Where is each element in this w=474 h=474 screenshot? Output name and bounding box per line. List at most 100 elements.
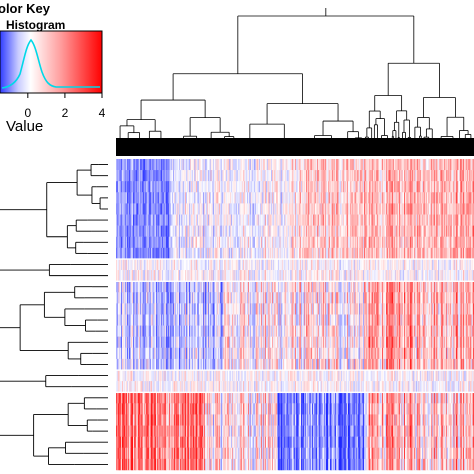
heatmap-cell [146,203,149,215]
heatmap-cell [145,192,148,204]
heatmap-cell [444,192,446,204]
heatmap-cell [273,192,276,204]
heatmap-cell [468,170,470,182]
heatmap-cell [202,181,205,193]
heatmap-cell [160,203,162,215]
heatmap-cell [306,214,309,226]
heatmap-cell [435,214,438,226]
heatmap-cell [283,181,285,193]
heatmap-cell [418,159,421,171]
heatmap-cell [244,225,247,237]
heatmap-cell [470,159,473,171]
heatmap-cell [268,214,271,226]
heatmap-cell [323,203,326,215]
heatmap-cell [461,192,463,204]
heatmap-cell [420,159,422,171]
heatmap-cell [408,170,410,182]
heatmap-cell [127,203,130,215]
heatmap-cell [460,214,462,226]
heatmap-cell [448,170,450,182]
heatmap-cell [291,181,294,193]
heatmap-cell [433,170,436,182]
heatmap-cell [278,214,281,226]
heatmap-cell [407,170,409,182]
heatmap-cell [402,214,404,226]
heatmap-cell [432,192,434,204]
heatmap-cell [315,181,317,193]
heatmap-cell [165,192,167,204]
heatmap-cell [438,203,440,215]
heatmap-cell [344,159,346,171]
heatmap-cell [116,192,119,204]
heatmap-cell [346,159,348,171]
heatmap-cell [415,203,417,215]
heatmap-cell [194,214,196,226]
heatmap-cell [198,181,201,193]
heatmap-cell [173,181,175,193]
heatmap-cell [342,181,345,193]
heatmap-cell [397,181,399,193]
heatmap-cell [253,181,255,193]
heatmap-cell [333,159,335,171]
heatmap-cell [295,225,297,237]
heatmap-cell [233,192,236,204]
heatmap-cell [254,181,256,193]
heatmap-cell [370,159,373,171]
heatmap-cell [191,225,193,237]
heatmap-cell [305,159,307,171]
heatmap-cell [443,159,445,171]
heatmap-cell [277,225,280,237]
heatmap-cell [387,203,390,215]
heatmap-cell [253,170,255,182]
heatmap-cell [357,203,359,215]
heatmap-cell [381,159,384,171]
heatmap-cell [417,203,420,215]
heatmap-cell [457,159,460,171]
heatmap-cell [201,203,203,215]
heatmap-cell [175,214,178,226]
heatmap-cell [467,192,469,204]
heatmap-cell [234,170,236,182]
heatmap-cell [208,181,211,193]
heatmap-cell [192,203,195,215]
heatmap-cell [353,192,356,204]
heatmap-cell [288,192,290,204]
heatmap-cell [455,192,457,204]
heatmap-cell [141,214,144,226]
heatmap-cell [156,192,159,204]
heatmap-cell [156,203,159,215]
heatmap-cell [138,203,140,215]
heatmap-cell [445,181,448,193]
color-key-title: olor Key [0,1,51,16]
heatmap-cell [168,192,171,204]
heatmap-cell [283,170,285,182]
heatmap-cell [398,214,401,226]
heatmap-cell [291,192,294,204]
heatmap-cell [441,181,444,193]
heatmap-cell [335,192,337,204]
heatmap-cell [445,192,447,204]
heatmap-cell [432,214,434,226]
heatmap-cell [441,203,444,215]
heatmap-cell [450,181,453,193]
heatmap-cell [341,192,343,204]
heatmap-cell [352,181,355,193]
heatmap-cell [387,159,389,171]
heatmap-cell [436,214,438,226]
heatmap-cell [237,159,240,171]
heatmap-cell [372,214,375,226]
heatmap-cell [172,203,174,215]
heatmap-cell [122,214,125,226]
heatmap-cell [339,192,341,204]
heatmap-cell [374,203,376,215]
heatmap-cell [398,159,401,171]
heatmap-cell [292,225,294,237]
heatmap-cell [264,214,266,226]
heatmap-cell [191,181,193,193]
heatmap-cell [128,192,131,204]
heatmap-cell [329,214,332,226]
heatmap-cell [258,214,260,226]
heatmap-cell [284,203,287,215]
heatmap-cell [382,159,385,171]
heatmap-cell [221,225,224,237]
